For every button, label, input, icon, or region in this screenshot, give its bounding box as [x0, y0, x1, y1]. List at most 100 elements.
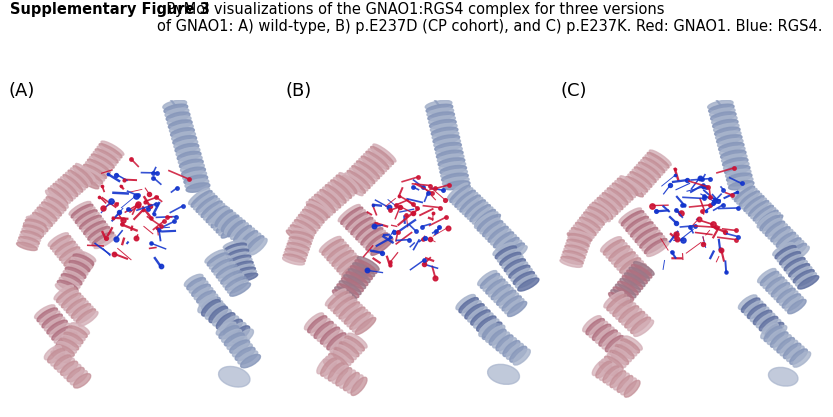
Ellipse shape	[513, 271, 535, 285]
Ellipse shape	[621, 309, 641, 325]
Ellipse shape	[467, 202, 488, 219]
Ellipse shape	[586, 209, 606, 223]
Ellipse shape	[621, 339, 640, 353]
Ellipse shape	[366, 233, 388, 250]
Ellipse shape	[442, 177, 469, 186]
Ellipse shape	[37, 207, 57, 221]
Ellipse shape	[189, 281, 208, 293]
Ellipse shape	[342, 339, 362, 354]
Ellipse shape	[64, 252, 84, 266]
Ellipse shape	[613, 287, 634, 301]
Ellipse shape	[628, 267, 649, 282]
Ellipse shape	[592, 324, 611, 341]
Ellipse shape	[628, 219, 651, 234]
Ellipse shape	[164, 104, 187, 113]
Ellipse shape	[561, 256, 583, 264]
Ellipse shape	[71, 204, 93, 218]
Ellipse shape	[71, 261, 91, 274]
Ellipse shape	[230, 258, 252, 267]
Ellipse shape	[343, 372, 359, 391]
Ellipse shape	[729, 181, 754, 190]
Ellipse shape	[431, 127, 458, 136]
Ellipse shape	[184, 175, 207, 184]
Ellipse shape	[86, 162, 108, 176]
Ellipse shape	[51, 352, 68, 366]
Ellipse shape	[201, 201, 222, 218]
Ellipse shape	[22, 228, 42, 236]
Ellipse shape	[784, 258, 805, 271]
Ellipse shape	[580, 217, 601, 231]
Ellipse shape	[762, 319, 781, 334]
Ellipse shape	[597, 197, 618, 214]
Ellipse shape	[323, 330, 343, 347]
Ellipse shape	[782, 294, 801, 308]
Ellipse shape	[71, 257, 92, 269]
Ellipse shape	[450, 186, 471, 202]
Ellipse shape	[566, 242, 588, 250]
Ellipse shape	[209, 208, 230, 225]
Ellipse shape	[174, 140, 197, 149]
Ellipse shape	[595, 200, 616, 217]
Ellipse shape	[465, 200, 486, 217]
Ellipse shape	[476, 316, 496, 331]
Ellipse shape	[757, 269, 776, 283]
Ellipse shape	[368, 149, 392, 167]
Ellipse shape	[59, 290, 78, 305]
Ellipse shape	[227, 249, 248, 258]
Ellipse shape	[741, 298, 760, 312]
Ellipse shape	[433, 135, 460, 144]
Ellipse shape	[224, 243, 247, 252]
Ellipse shape	[477, 271, 497, 286]
Ellipse shape	[461, 301, 481, 316]
Ellipse shape	[339, 281, 361, 295]
Ellipse shape	[427, 108, 454, 117]
Ellipse shape	[284, 251, 307, 259]
Ellipse shape	[502, 296, 521, 311]
Ellipse shape	[346, 212, 368, 229]
Ellipse shape	[344, 307, 365, 324]
Ellipse shape	[179, 159, 203, 168]
Ellipse shape	[222, 329, 242, 342]
Ellipse shape	[631, 317, 651, 334]
Ellipse shape	[46, 197, 66, 211]
Ellipse shape	[352, 315, 373, 332]
Ellipse shape	[44, 199, 63, 214]
Ellipse shape	[347, 333, 367, 348]
Ellipse shape	[344, 264, 367, 280]
Ellipse shape	[741, 193, 761, 209]
Ellipse shape	[488, 226, 508, 242]
Ellipse shape	[171, 128, 194, 137]
Ellipse shape	[222, 215, 239, 232]
Ellipse shape	[341, 207, 363, 224]
Ellipse shape	[486, 224, 506, 239]
Ellipse shape	[426, 100, 451, 109]
Ellipse shape	[58, 179, 77, 196]
Ellipse shape	[462, 197, 483, 214]
Ellipse shape	[205, 250, 226, 263]
Ellipse shape	[507, 246, 527, 261]
Ellipse shape	[725, 166, 750, 175]
Ellipse shape	[603, 366, 619, 383]
Ellipse shape	[53, 348, 72, 359]
Ellipse shape	[234, 225, 252, 242]
Ellipse shape	[224, 333, 244, 346]
Ellipse shape	[80, 169, 102, 184]
Ellipse shape	[468, 307, 487, 322]
Ellipse shape	[209, 306, 227, 323]
Ellipse shape	[202, 299, 220, 316]
Text: . PyMol visualizations of the GNAO1:RGS4 complex for three versions
of GNAO1: A): . PyMol visualizations of the GNAO1:RGS4…	[157, 2, 823, 34]
Ellipse shape	[459, 298, 478, 313]
Ellipse shape	[596, 361, 611, 378]
Ellipse shape	[721, 150, 746, 159]
Ellipse shape	[785, 296, 803, 311]
Ellipse shape	[319, 236, 342, 252]
Ellipse shape	[516, 275, 536, 288]
Ellipse shape	[247, 236, 264, 252]
Ellipse shape	[66, 329, 85, 341]
Ellipse shape	[603, 240, 624, 255]
Ellipse shape	[616, 284, 636, 298]
Ellipse shape	[95, 149, 118, 163]
Ellipse shape	[609, 246, 630, 261]
Ellipse shape	[63, 270, 84, 282]
Ellipse shape	[66, 172, 85, 190]
